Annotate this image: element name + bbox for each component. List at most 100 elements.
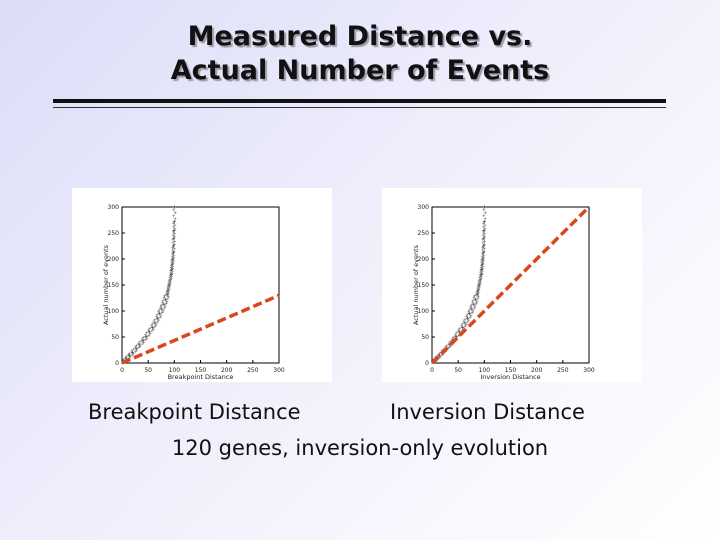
title-line-1: Measured Distance vs. bbox=[187, 21, 533, 52]
scatter-point bbox=[173, 227, 177, 231]
y-tick-label: 200 bbox=[418, 256, 430, 263]
scatter-point bbox=[451, 335, 455, 339]
scatter-point bbox=[172, 205, 177, 209]
y-tick-label: 250 bbox=[418, 230, 430, 237]
scatter-point bbox=[172, 236, 176, 240]
chart-panel-breakpoint: 0 50 100 150 200 250 300 0 50 100 150 200 250 300 Brea… bbox=[72, 188, 332, 382]
x-tick-label: 0 bbox=[120, 367, 124, 374]
chart-inversion: 0 50 100 150 200 250 300 0 50 100 150 200 250 300 Inve… bbox=[412, 204, 595, 381]
scatter-point bbox=[150, 329, 154, 333]
scatter-point bbox=[449, 344, 452, 348]
y-axis-label: Actual number of events bbox=[412, 244, 420, 325]
scatter-point bbox=[148, 327, 152, 330]
scatter-point bbox=[482, 208, 486, 212]
scatter-point bbox=[170, 255, 174, 258]
scatter-point bbox=[141, 335, 145, 339]
scatter-point bbox=[162, 296, 166, 300]
x-tick-label: 50 bbox=[144, 367, 152, 374]
scatter-point bbox=[451, 342, 454, 346]
scatter-point bbox=[173, 211, 177, 215]
caption-inversion: Inversion Distance bbox=[390, 400, 585, 424]
chart-breakpoint: 0 50 100 150 200 250 300 0 50 100 150 200 250 300 Brea… bbox=[102, 204, 285, 381]
scatter-point bbox=[171, 241, 175, 245]
scatter-point bbox=[172, 256, 176, 260]
scatter-point bbox=[144, 334, 148, 339]
scatter-point bbox=[482, 205, 487, 209]
y-axis-label: Actual number of events bbox=[102, 244, 110, 325]
scatter-point bbox=[481, 233, 485, 237]
scatter-point bbox=[147, 334, 151, 337]
scatter-point bbox=[173, 217, 177, 221]
scatter-point bbox=[130, 349, 134, 353]
scatter-point bbox=[168, 276, 172, 280]
y-tick-label: 150 bbox=[108, 282, 120, 289]
scatter-point bbox=[171, 248, 175, 252]
scatter-point bbox=[444, 345, 447, 349]
scatter-point bbox=[171, 244, 176, 248]
scatter-point bbox=[483, 217, 487, 221]
scatter-point bbox=[135, 348, 139, 352]
scatter-point bbox=[482, 219, 486, 224]
scatter-point bbox=[172, 253, 176, 257]
scatter-point bbox=[481, 248, 485, 252]
y-tick-label: 50 bbox=[421, 334, 429, 341]
y-tick-label: 100 bbox=[418, 308, 430, 315]
scatter-point bbox=[172, 247, 176, 251]
title-rule-thin bbox=[53, 107, 666, 108]
title-line-2: Actual Number of Events bbox=[170, 55, 550, 86]
scatter-point bbox=[167, 295, 170, 299]
x-tick-label: 0 bbox=[430, 367, 434, 374]
scatter-point bbox=[166, 286, 170, 290]
scatter-point bbox=[454, 338, 458, 342]
y-tick-label: 0 bbox=[115, 360, 119, 367]
scatter-point bbox=[458, 327, 462, 330]
scatter-point bbox=[483, 211, 487, 215]
scatter-point bbox=[165, 300, 169, 303]
scatter-point bbox=[173, 239, 176, 243]
scatter-point bbox=[475, 300, 479, 303]
scatter-point bbox=[173, 223, 177, 227]
scatter-point bbox=[173, 232, 177, 235]
y-tick-label: 50 bbox=[111, 334, 119, 341]
scatter-series bbox=[121, 205, 177, 364]
x-tick-label: 300 bbox=[273, 367, 285, 374]
x-tick-label: 100 bbox=[479, 367, 491, 374]
y-tick-label: 300 bbox=[108, 204, 120, 211]
scatter-point bbox=[138, 340, 142, 343]
scatter-point bbox=[172, 250, 176, 253]
scatter-point bbox=[172, 214, 176, 218]
scatter-point bbox=[173, 235, 177, 239]
x-tick-label: 250 bbox=[557, 367, 569, 374]
scatter-point bbox=[451, 339, 455, 343]
scatter-point bbox=[172, 219, 176, 224]
scatter-point bbox=[131, 347, 135, 351]
scatter-point bbox=[447, 346, 451, 350]
scatter-point bbox=[471, 300, 474, 304]
scatter-point bbox=[483, 223, 487, 227]
scatter-point bbox=[172, 208, 176, 212]
slide-title: Measured Distance vs. Actual Number of E… bbox=[0, 20, 720, 88]
x-tick-label: 200 bbox=[531, 367, 543, 374]
scatter-point bbox=[142, 340, 145, 344]
scatter-point bbox=[483, 232, 487, 235]
scatter-point bbox=[454, 334, 458, 339]
scatter-point bbox=[145, 331, 148, 335]
y-tick-label: 0 bbox=[425, 360, 429, 367]
y-tick-label: 200 bbox=[108, 256, 120, 263]
scatter-point bbox=[440, 349, 444, 353]
scatter-point bbox=[172, 221, 175, 225]
scatter-point bbox=[481, 241, 485, 245]
scatter-point bbox=[172, 243, 176, 246]
scatter-point bbox=[135, 344, 138, 347]
scatter-point bbox=[441, 347, 445, 351]
title-rule-thick bbox=[53, 99, 666, 103]
scatter-point bbox=[167, 281, 171, 285]
scatter-point bbox=[141, 339, 145, 343]
scatter-point bbox=[171, 259, 175, 263]
scatter-point bbox=[170, 270, 174, 273]
y-tick-label: 100 bbox=[108, 308, 120, 315]
scatter-point bbox=[134, 346, 138, 351]
scatter-point bbox=[171, 233, 175, 237]
scatter-point bbox=[460, 329, 464, 333]
x-tick-label: 50 bbox=[454, 367, 462, 374]
